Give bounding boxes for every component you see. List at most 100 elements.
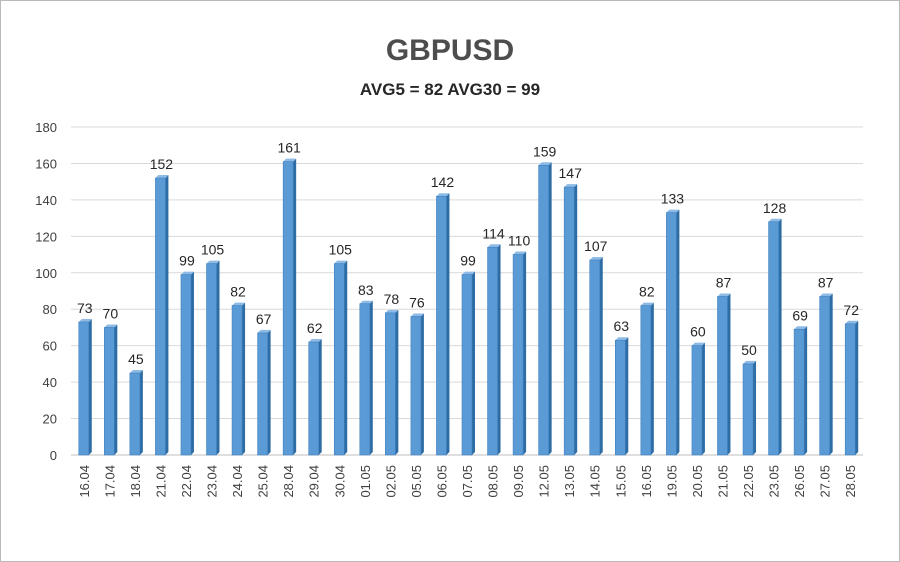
bar-front <box>78 321 90 456</box>
bar <box>691 342 705 456</box>
data-label: 128 <box>763 200 787 216</box>
x-tick-label: 24.04 <box>230 465 245 498</box>
bar-front <box>104 327 115 456</box>
bar-top <box>155 175 169 179</box>
bar-side <box>804 326 808 455</box>
bar-side <box>701 342 705 455</box>
data-label: 105 <box>329 242 353 258</box>
bar <box>768 218 782 456</box>
x-tick-label: 28.05 <box>843 465 858 498</box>
bar <box>640 302 654 456</box>
x-tick-label: 05.05 <box>409 465 424 498</box>
bar-top <box>257 329 271 333</box>
bar-top <box>385 309 399 313</box>
data-label: 110 <box>508 233 531 249</box>
x-tick-label: 01.05 <box>358 465 373 498</box>
bar-side <box>395 309 399 455</box>
bar-top <box>104 324 118 328</box>
bar-side <box>855 320 859 455</box>
bar-side <box>548 162 552 455</box>
bar-top <box>538 162 552 166</box>
bar <box>512 251 527 456</box>
bar <box>410 313 424 456</box>
bar-front <box>359 303 371 456</box>
bar-front <box>640 305 652 456</box>
bar-top <box>78 318 92 322</box>
data-label: 161 <box>277 140 301 156</box>
bar <box>129 370 143 456</box>
bar-top <box>640 302 654 306</box>
x-tick-label: 22.04 <box>179 465 194 498</box>
bar-front <box>666 212 677 456</box>
bar <box>589 257 603 456</box>
bar-front <box>155 177 166 456</box>
bar <box>538 162 552 456</box>
bar-front <box>589 259 601 456</box>
bar-top <box>743 360 757 364</box>
data-label: 78 <box>384 291 400 307</box>
data-label: 50 <box>741 342 757 358</box>
bar <box>155 175 169 456</box>
bar <box>461 271 475 456</box>
bar-side <box>753 360 757 455</box>
bar-front <box>257 332 268 456</box>
x-axis-ticks: 16.04 17.04 18.04 21.04 22.04 23.04 24.04 25.04… <box>77 465 858 498</box>
y-tick-label: 120 <box>35 229 57 244</box>
bar <box>614 337 629 456</box>
data-label: 72 <box>843 302 859 318</box>
x-tick-label: 06.05 <box>434 465 449 498</box>
data-label: 69 <box>792 307 808 323</box>
y-tick-label: 40 <box>43 375 57 390</box>
bar-front <box>129 372 141 456</box>
x-tick-label: 15.05 <box>613 465 628 498</box>
bar <box>666 209 680 456</box>
x-tick-label: 07.05 <box>460 465 475 498</box>
bar <box>104 324 118 456</box>
bar-side <box>420 313 424 455</box>
bar-side <box>497 244 501 455</box>
bar-side <box>574 184 578 455</box>
bar-top <box>436 193 450 197</box>
data-label: 147 <box>559 165 583 181</box>
bar <box>793 326 808 456</box>
x-tick-label: 20.05 <box>690 465 705 498</box>
x-tick-label: 08.05 <box>486 465 501 498</box>
x-tick-label: 27.05 <box>818 465 833 498</box>
bar-front <box>206 263 217 456</box>
data-label: 45 <box>128 351 144 367</box>
chart-title: GBPUSD <box>386 34 514 67</box>
bar-top <box>334 260 348 264</box>
data-label: 82 <box>230 284 246 300</box>
bar-side <box>778 218 782 455</box>
bar-front <box>538 164 549 456</box>
bars <box>78 158 859 456</box>
bar-side <box>242 302 246 455</box>
bar-front <box>436 195 447 456</box>
x-tick-label: 02.05 <box>383 465 398 498</box>
bar-top <box>615 337 629 341</box>
x-tick-label: 21.05 <box>715 465 730 498</box>
y-tick-label: 180 <box>35 120 57 135</box>
bar-top <box>845 320 859 324</box>
data-label: 114 <box>482 225 505 241</box>
bar-side <box>829 293 833 455</box>
data-label: 67 <box>256 311 272 327</box>
x-tick-label: 23.04 <box>205 465 220 498</box>
y-axis-ticks: 0 20 40 60 80 100 120 140 160 180 <box>35 120 57 463</box>
bar-front <box>614 339 626 456</box>
bar-side <box>139 370 143 455</box>
y-tick-label: 20 <box>43 412 57 427</box>
bar <box>717 293 731 456</box>
bar-top <box>232 302 246 306</box>
bar-top <box>794 326 808 330</box>
bar-side <box>293 158 297 455</box>
data-label: 142 <box>431 174 455 190</box>
bar-side <box>318 339 322 455</box>
bar-front <box>180 274 192 456</box>
bar-front <box>691 345 703 456</box>
bar-front <box>231 305 243 456</box>
bar <box>436 193 450 456</box>
bar-front <box>717 296 728 456</box>
data-label: 76 <box>409 295 425 311</box>
